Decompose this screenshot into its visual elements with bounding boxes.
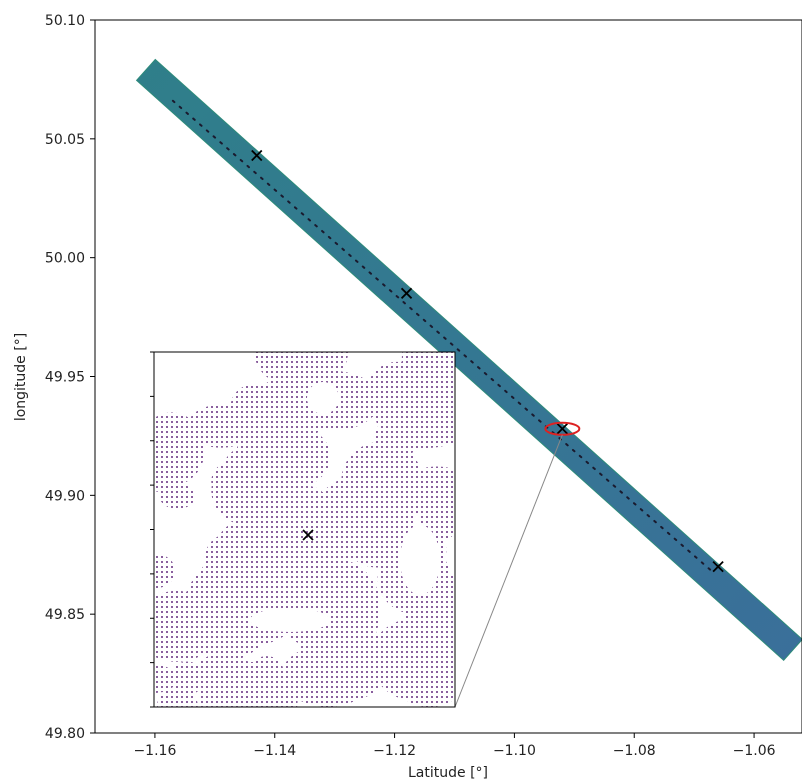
y-axis-label: longitude [°] <box>13 333 29 421</box>
y-tick-label: 49.95 <box>45 370 85 386</box>
x-tick-label: −1.06 <box>733 743 776 759</box>
y-tick-label: 49.80 <box>45 726 85 742</box>
x-tick-label: −1.10 <box>493 743 536 759</box>
inset-connector-line <box>454 434 563 708</box>
x-tick-label: −1.16 <box>133 743 176 759</box>
track-marker-2 <box>400 287 413 299</box>
y-tick-label: 50.10 <box>45 13 85 29</box>
y-tick-label: 50.00 <box>45 251 85 267</box>
y-tick-label: 49.85 <box>45 607 85 623</box>
track-marker-3 <box>556 423 568 435</box>
swath-band <box>135 58 802 661</box>
y-axis-ticks: 49.80 49.85 49.90 49.95 50.00 50.05 50.10 <box>45 13 95 742</box>
x-axis-label: Latitude [°] <box>408 765 488 781</box>
x-tick-label: −1.12 <box>373 743 416 759</box>
inset-ticks <box>150 351 154 708</box>
y-tick-label: 50.05 <box>45 132 85 148</box>
track-marker-1 <box>251 149 263 162</box>
track-centerline <box>171 99 714 573</box>
track-marker-4 <box>712 560 724 573</box>
plot-area <box>135 58 802 661</box>
inset-points <box>154 352 455 707</box>
x-tick-label: −1.14 <box>253 743 296 759</box>
inset-x-marker <box>302 529 314 541</box>
x-tick-label: −1.08 <box>613 743 656 759</box>
track-markers <box>251 149 724 573</box>
x-axis-ticks: −1.16 −1.14 −1.12 −1.10 −1.08 −1.06 <box>133 733 776 759</box>
inset-panel <box>150 351 456 708</box>
inset-marker <box>302 529 314 541</box>
y-tick-label: 49.90 <box>45 488 85 504</box>
